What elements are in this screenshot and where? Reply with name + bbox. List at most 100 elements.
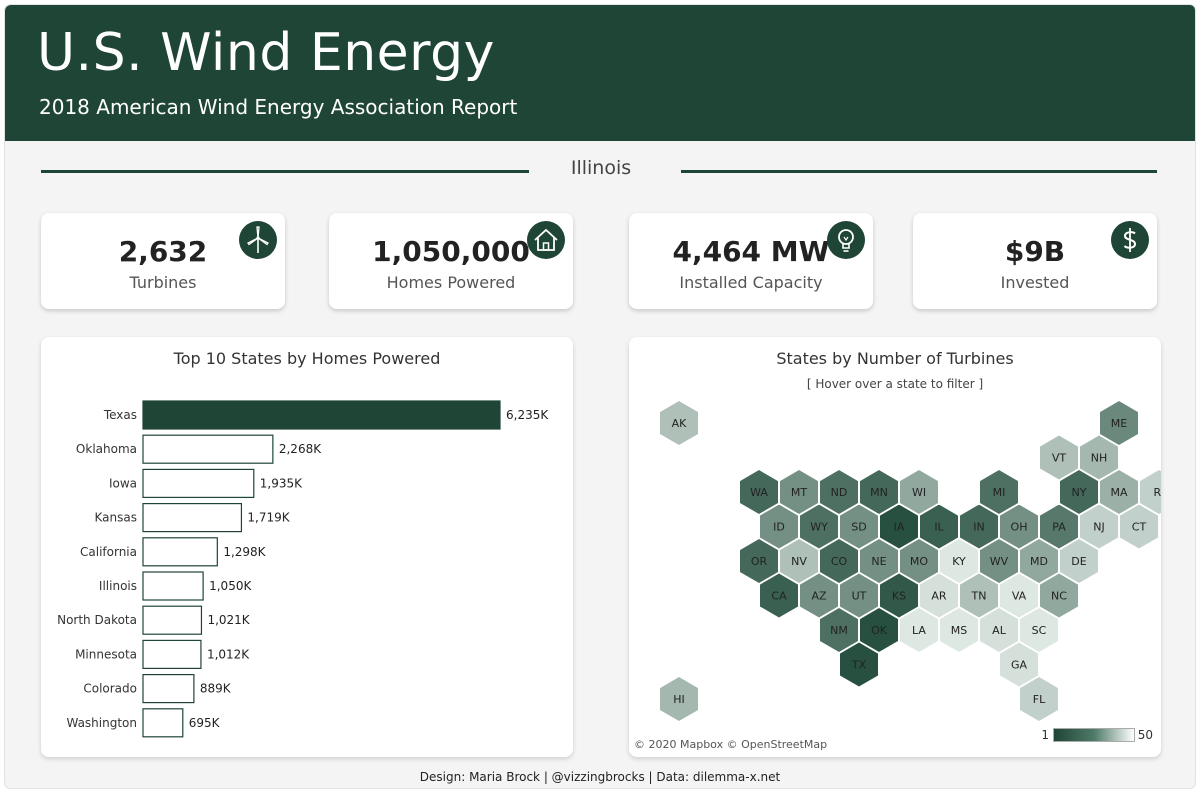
state-label: OH <box>1011 521 1028 534</box>
state-hex-ar[interactable] <box>919 572 959 619</box>
bar-value-label: 6,235K <box>506 408 549 422</box>
state-hex-ky[interactable] <box>939 537 979 585</box>
state-label: NY <box>1072 486 1087 499</box>
state-hex-il[interactable] <box>919 503 959 550</box>
state-label: MI <box>993 486 1006 499</box>
state-hex-ca[interactable] <box>759 572 799 619</box>
state-hex-co[interactable] <box>819 537 859 585</box>
state-hex-wi[interactable] <box>899 468 939 516</box>
kpi-value: $9B <box>1004 235 1066 268</box>
state-hex-ks[interactable] <box>879 572 919 619</box>
bar-category-label: Kansas <box>95 511 137 525</box>
bar-value-label: 695K <box>189 716 221 730</box>
state-hex-al[interactable] <box>979 606 1019 654</box>
state-label: WI <box>912 486 926 499</box>
state-hex-ms[interactable] <box>939 606 979 654</box>
bar[interactable] <box>142 708 184 738</box>
state-label: MD <box>1030 555 1048 568</box>
state-hex-nj[interactable] <box>1079 503 1119 550</box>
bar-value-label: 1,935K <box>260 476 303 490</box>
state-hex-nc[interactable] <box>1039 572 1079 619</box>
bar[interactable] <box>142 537 218 567</box>
state-hex-me[interactable] <box>1099 399 1139 447</box>
bar-value-label: 1,021K <box>207 613 250 627</box>
bar[interactable] <box>142 434 274 464</box>
state-hex-ut[interactable] <box>839 572 879 619</box>
bar-category-label: Washington <box>66 716 137 730</box>
state-label: AZ <box>811 590 827 603</box>
state-hex-nm[interactable] <box>819 606 859 654</box>
state-hex-id[interactable] <box>759 503 799 550</box>
state-hex-ak[interactable] <box>659 399 699 447</box>
state-hex-pa[interactable] <box>1039 503 1079 550</box>
state-label: TN <box>971 590 987 603</box>
state-label: ND <box>831 486 848 499</box>
state-hex-mt[interactable] <box>779 468 819 516</box>
bar[interactable] <box>142 400 501 430</box>
state-hex-sc[interactable] <box>1019 606 1059 654</box>
state-hex-sd[interactable] <box>839 503 879 550</box>
state-hex-ma[interactable] <box>1099 468 1139 516</box>
state-label: NM <box>830 624 848 637</box>
state-hex-vt[interactable] <box>1039 434 1079 481</box>
state-label: IL <box>934 521 944 534</box>
state-hex-ri[interactable] <box>1139 468 1162 516</box>
state-hex-ne[interactable] <box>859 537 899 585</box>
kpi-label: Homes Powered <box>386 273 516 292</box>
state-hex-nh[interactable] <box>1079 434 1119 481</box>
state-label: UT <box>852 590 867 603</box>
state-hex-ia[interactable] <box>879 503 919 550</box>
map-attribution[interactable]: © 2020 Mapbox © OpenStreetMap <box>634 738 828 751</box>
bar[interactable] <box>142 605 203 635</box>
divider-left <box>41 170 529 173</box>
wind-turbine-icon <box>239 221 277 259</box>
state-label: NE <box>871 555 886 568</box>
state-hex-or[interactable] <box>739 537 779 585</box>
dashboard-title: U.S. Wind Energy <box>37 23 495 83</box>
state-label: ME <box>1111 417 1127 430</box>
state-hex-mn[interactable] <box>859 468 899 516</box>
state-hex-oh[interactable] <box>999 503 1039 550</box>
state-label: MO <box>910 555 928 568</box>
bar-chart-title: Top 10 States by Homes Powered <box>173 349 441 368</box>
state-label: CO <box>831 555 848 568</box>
state-hex-ny[interactable] <box>1059 468 1099 516</box>
state-hex-fl[interactable] <box>1019 675 1059 723</box>
state-hex-az[interactable] <box>799 572 839 619</box>
state-hex-ct[interactable] <box>1119 503 1159 550</box>
state-label: RI <box>1154 486 1161 499</box>
state-hex-tn[interactable] <box>959 572 999 619</box>
state-hex-mo[interactable] <box>899 537 939 585</box>
state-hex-ok[interactable] <box>859 606 899 654</box>
state-hex-va[interactable] <box>999 572 1039 619</box>
bar[interactable] <box>142 468 255 498</box>
state-hex-de[interactable] <box>1059 537 1099 585</box>
state-label: LA <box>912 624 926 637</box>
state-hex-wy[interactable] <box>799 503 839 550</box>
state-hex-wv[interactable] <box>979 537 1019 585</box>
bar[interactable] <box>142 674 195 704</box>
bar[interactable] <box>142 639 202 669</box>
state-hex-nv[interactable] <box>779 537 819 585</box>
state-label: AK <box>672 417 688 430</box>
kpi-value: 4,464 MW <box>672 235 830 268</box>
state-label: HI <box>673 693 685 706</box>
bar[interactable] <box>142 571 204 601</box>
kpi-card-homes-powered: 1,050,000 Homes Powered <box>329 213 573 309</box>
state-hex-md[interactable] <box>1019 537 1059 585</box>
state-hex-nd[interactable] <box>819 468 859 516</box>
state-hex-wa[interactable] <box>739 468 779 516</box>
state-hex-mi[interactable] <box>979 468 1019 516</box>
state-hex-tx[interactable] <box>839 641 879 688</box>
state-label: VT <box>1052 452 1067 465</box>
selected-state-label: Illinois <box>570 157 632 179</box>
state-label: OK <box>871 624 888 637</box>
state-hex-hi[interactable] <box>659 675 699 723</box>
state-hex-la[interactable] <box>899 606 939 654</box>
state-hex-in[interactable] <box>959 503 999 550</box>
bar-chart-panel: Top 10 States by Homes Powered Texas 6,23… <box>41 337 573 757</box>
bar[interactable] <box>142 503 243 533</box>
legend-max-label: 50 <box>1137 728 1153 742</box>
state-hex-ga[interactable] <box>999 641 1039 688</box>
bar-category-label: Minnesota <box>75 647 137 661</box>
